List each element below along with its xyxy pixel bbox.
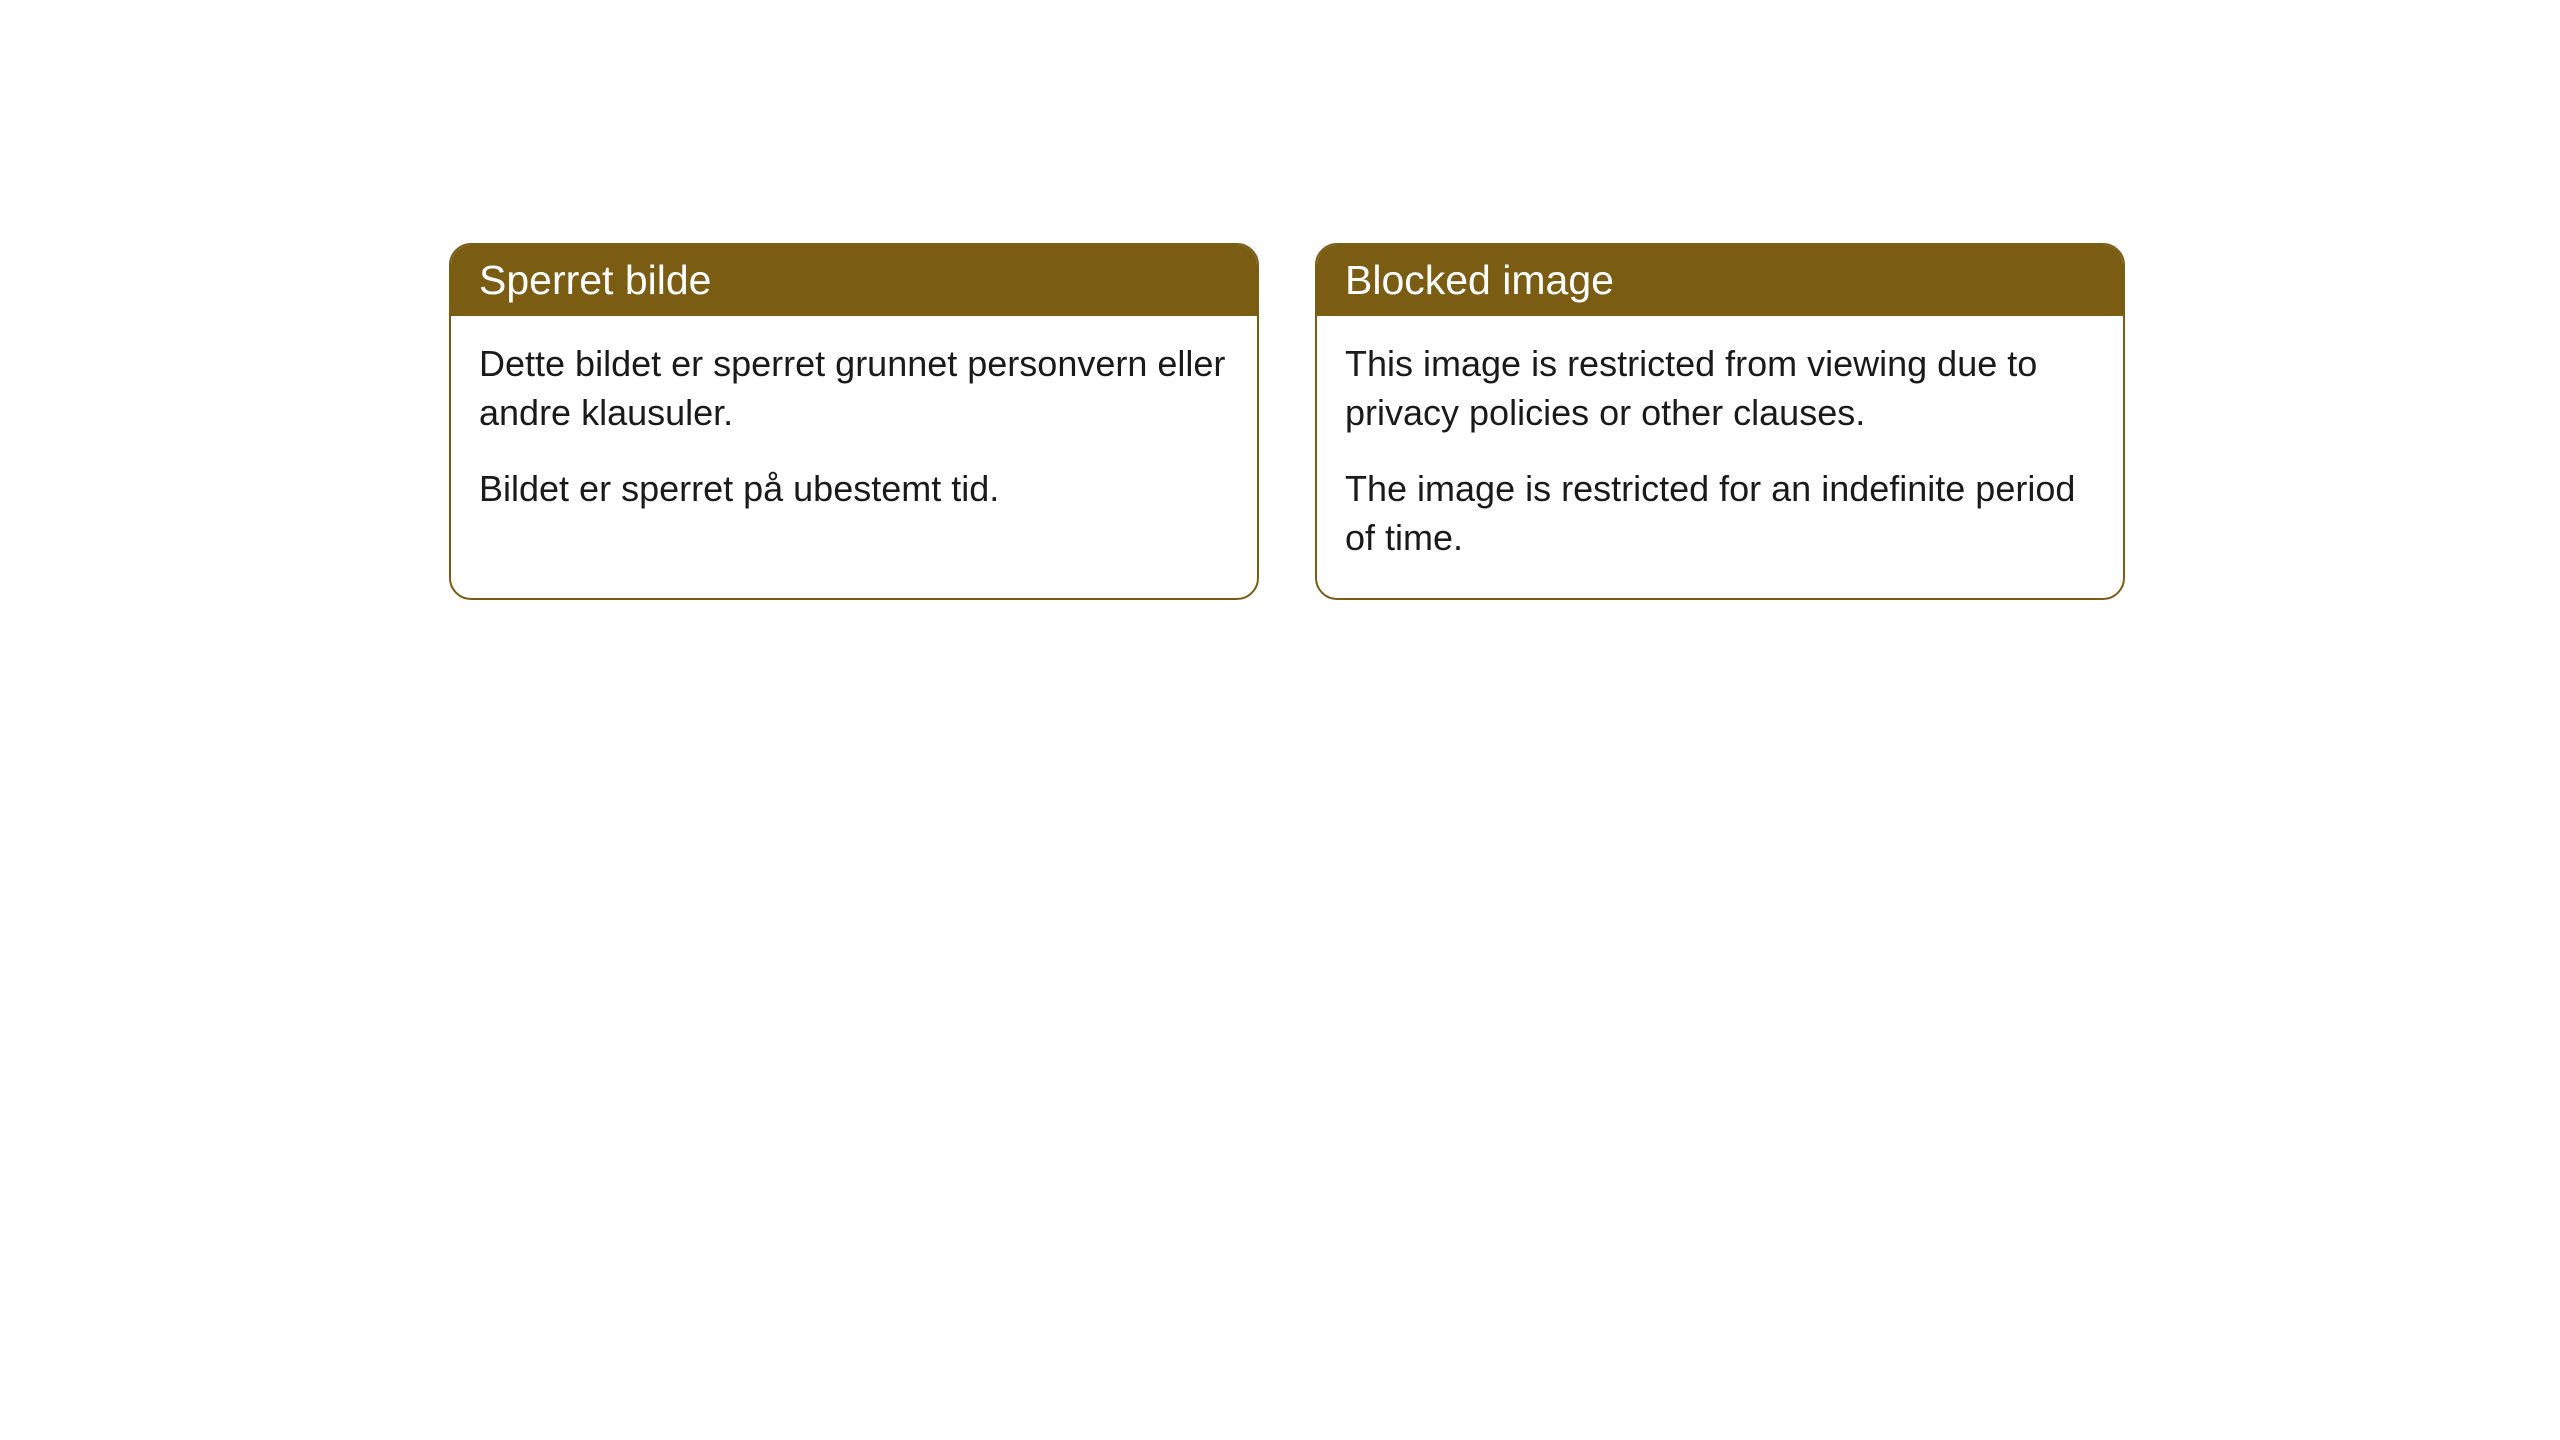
card-paragraph: This image is restricted from viewing du… <box>1345 340 2095 437</box>
blocked-image-card-no: Sperret bilde Dette bildet er sperret gr… <box>449 243 1259 600</box>
card-paragraph: Bildet er sperret på ubestemt tid. <box>479 465 1229 514</box>
notice-container: Sperret bilde Dette bildet er sperret gr… <box>0 0 2560 600</box>
card-paragraph: Dette bildet er sperret grunnet personve… <box>479 340 1229 437</box>
card-body-no: Dette bildet er sperret grunnet personve… <box>451 316 1257 550</box>
card-paragraph: The image is restricted for an indefinit… <box>1345 465 2095 562</box>
card-header-no: Sperret bilde <box>451 245 1257 316</box>
card-header-en: Blocked image <box>1317 245 2123 316</box>
blocked-image-card-en: Blocked image This image is restricted f… <box>1315 243 2125 600</box>
card-body-en: This image is restricted from viewing du… <box>1317 316 2123 598</box>
